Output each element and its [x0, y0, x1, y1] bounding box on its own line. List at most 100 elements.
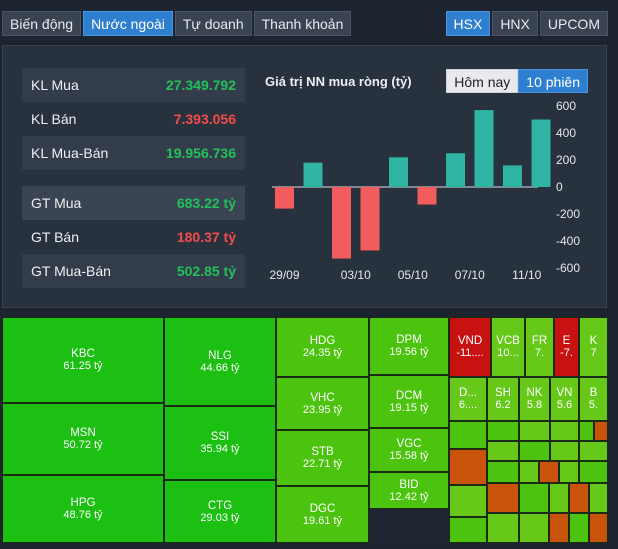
- treemap-symbol: DPM: [396, 334, 422, 346]
- treemap-small-tile[interactable]: [519, 513, 549, 543]
- treemap-small-tile[interactable]: [579, 421, 594, 441]
- chart-title: Giá trị NN mua ròng (tỷ): [265, 74, 412, 89]
- treemap-symbol: STB: [311, 446, 334, 458]
- treemap-small-tile[interactable]: [550, 441, 579, 461]
- treemap-cell-msn[interactable]: MSN 50.72 tỷ: [2, 403, 164, 475]
- treemap-cell-hdg[interactable]: HDG 24.35 tỷ: [276, 317, 369, 377]
- tab-hnx[interactable]: HNX: [492, 11, 538, 36]
- bar-2[interactable]: [332, 187, 351, 259]
- treemap-cell-vnd[interactable]: VND -11....: [449, 317, 491, 377]
- treemap-small-tile[interactable]: [519, 483, 549, 513]
- treemap-symbol: BID: [399, 478, 419, 491]
- treemap-small-tile[interactable]: [569, 483, 589, 513]
- treemap-small-tile[interactable]: [487, 461, 519, 483]
- stat-kl-ban: KL Bán 7.393.056: [22, 102, 245, 136]
- y-tick-label: -200: [556, 207, 580, 221]
- treemap-cell-vn[interactable]: VN 5.6: [550, 377, 579, 421]
- bar-5[interactable]: [417, 187, 437, 205]
- treemap-value: 6....: [458, 399, 478, 411]
- y-tick-label: 400: [556, 126, 576, 140]
- treemap-symbol: E: [562, 335, 571, 347]
- treemap-value: 6.2: [495, 399, 511, 411]
- stat-label: KL Bán: [31, 111, 77, 127]
- treemap-small-tile[interactable]: [594, 421, 608, 441]
- treemap-cell-d[interactable]: D... 6....: [449, 377, 487, 421]
- stat-value: 19.956.736: [165, 145, 236, 161]
- treemap-small-tile[interactable]: [449, 485, 487, 517]
- treemap-small-tile[interactable]: [579, 461, 608, 483]
- treemap-small-tile[interactable]: [519, 421, 550, 441]
- treemap-cell-nk[interactable]: NK 5.8: [519, 377, 550, 421]
- tab-thanh-khoan[interactable]: Thanh khoản: [253, 11, 352, 36]
- period-today-button[interactable]: Hôm nay: [446, 69, 519, 93]
- treemap-value: 29.03 tỷ: [200, 511, 240, 524]
- treemap-symbol: VND: [457, 335, 483, 347]
- treemap-value: 5.8: [526, 399, 543, 411]
- x-tick-label: 11/10: [512, 268, 541, 282]
- treemap-cell-sh[interactable]: SH 6.2: [487, 377, 519, 421]
- treemap-symbol: VN: [556, 387, 573, 399]
- bar-1[interactable]: [303, 162, 323, 187]
- treemap-small-tile[interactable]: [487, 441, 519, 461]
- bar-0[interactable]: [275, 187, 294, 209]
- treemap-cell-hpg[interactable]: HPG 48.76 tỷ: [2, 475, 164, 543]
- period-toggle: Hôm nay 10 phiên: [446, 69, 588, 93]
- treemap-cell-vhc[interactable]: VHC 23.95 tỷ: [276, 377, 369, 430]
- treemap-small-tile[interactable]: [589, 513, 608, 543]
- tab-tu-doanh[interactable]: Tự doanh: [174, 11, 252, 36]
- treemap-small-tile[interactable]: [559, 461, 579, 483]
- treemap-small-tile[interactable]: [487, 513, 519, 543]
- treemap-value: 22.71 tỷ: [302, 458, 343, 470]
- treemap-cell-dpm[interactable]: DPM 19.56 tỷ: [369, 317, 449, 375]
- treemap-small-tile[interactable]: [487, 483, 519, 513]
- tab-hsx[interactable]: HSX: [445, 11, 491, 36]
- treemap-value: 5.: [588, 399, 599, 411]
- tab-bien-dong[interactable]: Biến động: [2, 11, 82, 36]
- treemap-small-tile[interactable]: [519, 461, 539, 483]
- treemap-cell-vcb[interactable]: VCB 10...: [491, 317, 525, 377]
- net-buy-chart: 600 400 200 0 -200 -400 -600 29/09 03/10 05/10 07/…: [269, 99, 580, 282]
- treemap-cell-fr[interactable]: FR 7.: [525, 317, 554, 377]
- treemap-small-tile[interactable]: [549, 513, 569, 543]
- tab-nuoc-ngoai[interactable]: Nước ngoài: [83, 11, 173, 36]
- treemap-value: 35.94 tỷ: [200, 443, 240, 455]
- period-10-sessions-button[interactable]: 10 phiên: [518, 69, 588, 93]
- x-tick-label: 03/10: [341, 268, 371, 282]
- treemap-small-tile[interactable]: [449, 449, 487, 485]
- treemap-small-tile[interactable]: [550, 421, 579, 441]
- treemap-value: 7.: [534, 347, 545, 359]
- treemap-small-tile[interactable]: [579, 441, 608, 461]
- treemap-cell-bid[interactable]: BID 12.42 tỷ: [369, 472, 449, 509]
- treemap-cell-nlg[interactable]: NLG 44.66 tỷ: [164, 317, 276, 406]
- treemap-cell-kbc[interactable]: KBC 61.25 tỷ: [2, 317, 164, 403]
- treemap-cell-dcm[interactable]: DCM 19.15 tỷ: [369, 375, 449, 428]
- treemap-cell-dgc[interactable]: DGC 19.61 tỷ: [276, 486, 369, 543]
- treemap-small-tile[interactable]: [589, 483, 608, 513]
- treemap-small-tile[interactable]: [449, 421, 487, 449]
- treemap-cell-ctg[interactable]: CTG 29.03 tỷ: [164, 480, 276, 543]
- bar-4[interactable]: [389, 157, 408, 187]
- bar-8[interactable]: [503, 165, 522, 187]
- bar-6[interactable]: [446, 153, 465, 187]
- treemap-small-tile[interactable]: [549, 483, 569, 513]
- treemap-cell-b[interactable]: B 5.: [579, 377, 608, 421]
- treemap-small-tile[interactable]: [519, 441, 550, 461]
- stat-label: GT Mua: [31, 195, 82, 211]
- treemap-cell-e[interactable]: E -7.: [554, 317, 579, 377]
- treemap-value: 44.66 tỷ: [200, 361, 240, 374]
- treemap-small-tile[interactable]: [569, 513, 589, 543]
- treemap-value: 12.42 tỷ: [389, 490, 429, 503]
- treemap-cell-stb[interactable]: STB 22.71 tỷ: [276, 430, 369, 486]
- treemap-cell-vgc[interactable]: VGC 15.58 tỷ: [369, 428, 449, 472]
- tab-upcom[interactable]: UPCOM: [539, 11, 608, 36]
- bar-9[interactable]: [531, 119, 551, 188]
- treemap-small-tile[interactable]: [487, 421, 519, 441]
- bar-7[interactable]: [474, 110, 494, 187]
- treemap-symbol: NLG: [208, 349, 232, 362]
- bar-3[interactable]: [360, 187, 380, 251]
- stat-kl-mua-ban: KL Mua-Bán 19.956.736: [22, 136, 245, 170]
- treemap-small-tile[interactable]: [539, 461, 559, 483]
- treemap-small-tile[interactable]: [449, 517, 487, 543]
- treemap-cell-ssi[interactable]: SSI 35.94 tỷ: [164, 406, 276, 480]
